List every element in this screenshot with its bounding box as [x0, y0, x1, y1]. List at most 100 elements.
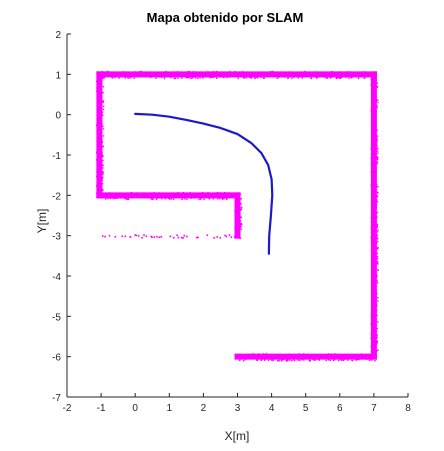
x-tick-label: 4 [269, 403, 275, 414]
wall-point [207, 74, 209, 77]
wall-point [240, 228, 242, 230]
wall-point [377, 240, 379, 243]
wall-point [373, 281, 376, 284]
wall-point [104, 74, 106, 77]
wall-point [253, 73, 255, 75]
wall-point [184, 73, 187, 75]
wall-point [148, 194, 151, 197]
wall-point [243, 355, 245, 358]
wall-point [373, 348, 376, 350]
wall-point [374, 305, 376, 307]
wall-point [374, 105, 376, 108]
wall-point [371, 330, 374, 332]
wall-point [177, 191, 179, 194]
wall-point [372, 176, 374, 178]
wall-point [371, 349, 374, 351]
wall-point [371, 310, 373, 313]
wall-point [153, 192, 155, 194]
wall-point [207, 194, 209, 196]
wall-point [374, 168, 376, 170]
wall-point [98, 81, 100, 83]
wall-point [236, 207, 238, 209]
wall-point [374, 360, 376, 362]
wall-point [376, 334, 378, 336]
wall-point [370, 225, 373, 228]
wall-point [102, 159, 104, 162]
wall-point [374, 153, 376, 155]
wall-point [98, 133, 101, 135]
wall-point [125, 72, 128, 75]
wall-point [96, 87, 99, 90]
wall-point [234, 226, 236, 228]
wall-point [124, 77, 126, 79]
wall-point [329, 359, 332, 362]
wall-point [373, 259, 375, 262]
wall-point [101, 194, 103, 197]
wall-point [374, 293, 376, 296]
wall-point [156, 197, 159, 199]
wall-point [160, 72, 163, 74]
wall-point [98, 89, 101, 91]
wall-point [351, 359, 354, 362]
wall-point [374, 110, 377, 113]
wall-point [99, 82, 102, 84]
wall-point [332, 355, 335, 357]
wall-point [327, 72, 330, 74]
wall-point [376, 256, 378, 258]
wall-point [325, 73, 327, 75]
wall-point [192, 73, 194, 75]
wall-point [365, 358, 368, 360]
wall-point [373, 317, 376, 319]
wall-point [334, 354, 336, 357]
wall-point [372, 294, 375, 296]
wall-point [355, 73, 357, 75]
y-axis-ticks: -7 -6 -5 -4 -3 -2 -1 0 1 2 [52, 30, 71, 404]
wall-point [159, 194, 162, 196]
wall-point [288, 75, 290, 77]
wall-point [97, 163, 100, 166]
wall-point [169, 195, 171, 198]
wall-point [373, 254, 376, 257]
wall-point [376, 252, 379, 255]
wall-point [190, 77, 192, 80]
wall-point [161, 197, 163, 200]
wall-point [149, 197, 151, 199]
scan-point [104, 235, 106, 238]
wall-point [98, 121, 100, 124]
wall-point [349, 354, 351, 356]
wall-point [370, 315, 372, 318]
wall-point [101, 123, 103, 125]
wall-point [337, 76, 339, 79]
wall-point [263, 353, 265, 355]
wall-point [336, 357, 338, 360]
wall-point [201, 72, 203, 74]
wall-point [100, 186, 102, 189]
wall-point [360, 353, 362, 355]
wall-point [96, 87, 98, 89]
wall-point [96, 90, 98, 92]
wall-point [371, 189, 373, 192]
wall-point [184, 195, 187, 198]
robot-trajectory-line [134, 112, 274, 255]
wall-point [98, 174, 100, 176]
y-axis-label: Y[m] [35, 209, 49, 234]
wall-point [164, 194, 167, 197]
wall-point [372, 312, 375, 315]
wall-point [371, 123, 373, 125]
wall-point [360, 75, 363, 77]
wall-point [371, 184, 374, 186]
wall-point [199, 75, 202, 77]
wall-point [373, 315, 375, 317]
wall-point [181, 198, 183, 201]
wall-point [99, 116, 102, 118]
wall-point [223, 192, 225, 195]
wall-point [375, 282, 377, 284]
wall-point [95, 185, 98, 187]
wall-point [216, 191, 219, 194]
wall-point [102, 167, 104, 169]
wall-point [291, 77, 293, 80]
wall-point [292, 359, 295, 361]
x-tick-label: 6 [337, 403, 343, 414]
wall-point [237, 73, 239, 76]
wall-point [374, 131, 376, 134]
